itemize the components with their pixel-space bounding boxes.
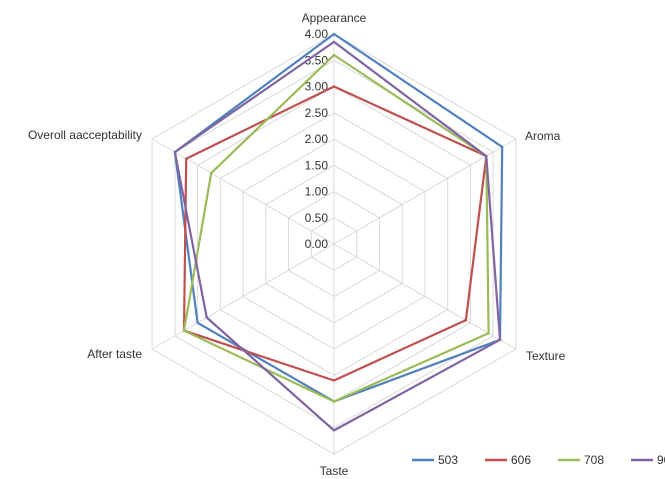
series-point-708-5 <box>210 171 213 175</box>
legend-label-606: 606 <box>511 453 531 467</box>
series-point-503-0 <box>332 32 336 36</box>
legend-label-503: 503 <box>438 453 458 467</box>
axis-labels: Appearance Aroma Texture Taste After tas… <box>28 11 566 478</box>
series-708 <box>182 53 490 403</box>
grid-spoke-4 <box>151 243 335 350</box>
grid-spoke-2 <box>333 243 517 350</box>
legend: 503 606 708 905 <box>412 453 665 467</box>
series-point-905-5 <box>173 150 177 154</box>
axis-label-aroma: Aroma <box>525 129 561 143</box>
axis-label-overall-acceptability: Overoll aacceptability <box>28 128 142 142</box>
series-point-905-2 <box>498 338 502 341</box>
series-point-708-4 <box>182 329 186 332</box>
series-point-708-2 <box>487 332 490 335</box>
series-point-606-0 <box>332 85 336 88</box>
tick-label-0: 0.00 <box>305 237 329 251</box>
axis-label-texture: Texture <box>526 349 566 363</box>
series-point-503-4 <box>196 321 199 324</box>
series-point-503-1 <box>501 145 504 149</box>
grid <box>151 33 517 455</box>
series-point-905-1 <box>485 154 488 158</box>
legend-item-905: 905 <box>631 453 665 467</box>
series-point-905-0 <box>332 40 336 44</box>
series-line-905 <box>173 40 502 432</box>
series-point-606-5 <box>185 157 188 160</box>
tick-label-1: 0.50 <box>305 211 329 225</box>
series <box>173 32 504 432</box>
tick-label-6: 3.00 <box>305 80 329 94</box>
series-point-708-0 <box>332 53 336 57</box>
series-point-708-3 <box>332 400 336 403</box>
tick-label-5: 2.50 <box>305 106 329 120</box>
axis-label-taste: Taste <box>320 464 349 478</box>
series-point-905-4 <box>205 316 208 319</box>
legend-label-708: 708 <box>584 453 604 467</box>
legend-item-606: 606 <box>485 453 531 467</box>
legend-label-905: 905 <box>657 453 665 467</box>
tick-label-4: 2.00 <box>305 132 329 146</box>
legend-item-503: 503 <box>412 453 458 467</box>
series-point-606-2 <box>464 318 468 322</box>
axis-label-appearance: Appearance <box>302 11 367 25</box>
series-point-606-3 <box>332 379 336 382</box>
series-905 <box>173 40 502 432</box>
series-point-905-3 <box>332 429 336 432</box>
axis-label-after-taste: After taste <box>87 347 142 361</box>
tick-label-8: 4.00 <box>305 27 329 41</box>
tick-label-3: 1.50 <box>305 158 329 172</box>
tick-label-2: 1.00 <box>305 185 329 199</box>
legend-item-708: 708 <box>558 453 604 467</box>
grid-spoke-5 <box>151 138 335 245</box>
